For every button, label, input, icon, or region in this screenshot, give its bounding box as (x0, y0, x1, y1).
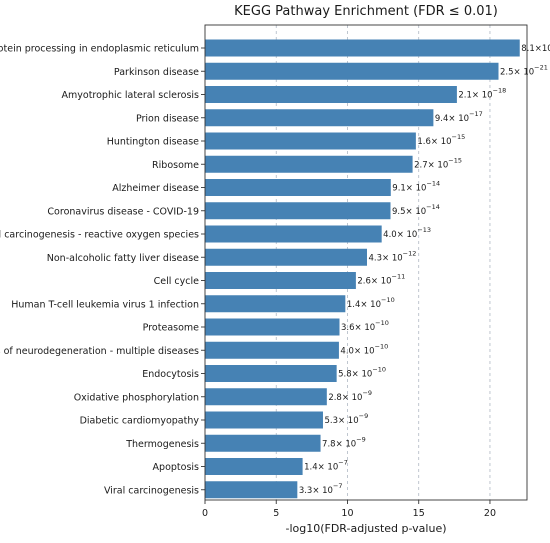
bar (205, 341, 339, 359)
category-label: Huntington disease (107, 137, 199, 148)
bar-value-label: 2.5× 10−21 (500, 63, 548, 77)
category-label: Ribosome (152, 160, 199, 171)
bar (205, 86, 457, 103)
bar-value-label: 2.7× 10−15 (414, 156, 462, 170)
category-label: Prion disease (136, 113, 199, 124)
bar (205, 481, 298, 499)
x-axis: 0 5 10 15 20 (202, 500, 496, 519)
bar-value-label: 9.5× 10−14 (392, 203, 440, 217)
bar (205, 109, 434, 127)
category-label: Non-alcoholic fatty liver disease (47, 253, 199, 264)
bar-value-label: 3.3× 10−7 (299, 482, 343, 496)
bar-value-label: 5.3× 10−9 (324, 412, 368, 426)
bar (205, 318, 340, 336)
category-label: Apoptosis (153, 462, 199, 473)
category-label: Thermogenesis (125, 439, 199, 450)
bar-value-label: 3.6× 10−10 (341, 319, 389, 333)
x-axis-label: -log10(FDR-adjusted p-value) (285, 522, 446, 535)
category-label: Oxidative phosphorylation (74, 392, 199, 403)
bar (205, 411, 323, 429)
x-tick-label: 20 (484, 508, 496, 519)
bar-value-label: 2.1× 10−18 (458, 87, 506, 101)
chart-title: KEGG Pathway Enrichment (FDR ≤ 0.01) (234, 4, 498, 19)
bar (205, 365, 337, 382)
bar (205, 248, 367, 266)
bar (205, 155, 413, 173)
bar (205, 179, 391, 196)
x-tick-label: 10 (341, 508, 353, 519)
category-label: Pathways of neurodegeneration - multiple… (0, 346, 199, 357)
category-label: Coronavirus disease - COVID-19 (47, 206, 199, 217)
bar (205, 272, 356, 289)
bar-value-label: 4.0× 10−13 (383, 226, 431, 240)
bar-value-label: 9.1× 10−14 (392, 180, 440, 194)
category-labels: Protein processing in endoplasmic reticu… (0, 44, 205, 496)
bar-value-labels: 8.1×10−23 2.5× 10−21 2.1× 10−18 9.4× 10−17 1… (299, 40, 550, 496)
bar (205, 202, 391, 220)
bar (205, 39, 520, 57)
bar (205, 388, 327, 406)
x-tick-label: 0 (202, 508, 208, 519)
category-label: Human T-cell leukemia virus 1 infection (11, 299, 199, 310)
x-tick-label: 5 (273, 508, 279, 519)
bar (205, 295, 346, 313)
bar (205, 458, 303, 475)
x-tick-label: 15 (413, 508, 425, 519)
category-label: Proteasome (143, 323, 199, 334)
bar-value-label: 4.0× 10−10 (340, 342, 388, 356)
bar-value-label: 8.1×10−23 (521, 40, 550, 54)
bar-value-label: 2.6× 10−11 (357, 273, 405, 287)
bar-value-label: 7.8× 10−9 (322, 435, 366, 449)
bar-value-label: 4.3× 10−12 (368, 249, 416, 263)
category-label: Endocytosis (142, 369, 199, 380)
bar (205, 225, 382, 243)
gridlines (275, 25, 491, 500)
bar-value-label: 5.8× 10−10 (338, 366, 386, 380)
category-label: Parkinson disease (114, 67, 199, 78)
category-label: Cell cycle (154, 276, 199, 287)
category-label: Protein processing in endoplasmic reticu… (0, 44, 199, 55)
bar-value-label: 1.4× 10−7 (304, 459, 348, 473)
category-label: Amyotrophic lateral sclerosis (62, 90, 200, 101)
bar-value-label: 9.4× 10−17 (435, 110, 483, 124)
bar (205, 132, 416, 150)
bar-value-label: 1.6× 10−15 (417, 133, 465, 147)
bar-value-label: 2.8× 10−9 (328, 389, 372, 403)
bars (205, 39, 520, 499)
bar (205, 62, 499, 80)
bar (205, 434, 321, 452)
category-label: Chemical carcinogenesis - reactive oxyge… (0, 230, 199, 241)
bar-value-label: 1.4× 10−10 (347, 296, 395, 310)
category-label: Diabetic cardiomyopathy (80, 416, 200, 427)
category-label: Alzheimer disease (112, 183, 199, 194)
category-label: Viral carcinogenesis (104, 485, 199, 496)
plot-frame (204, 24, 528, 501)
